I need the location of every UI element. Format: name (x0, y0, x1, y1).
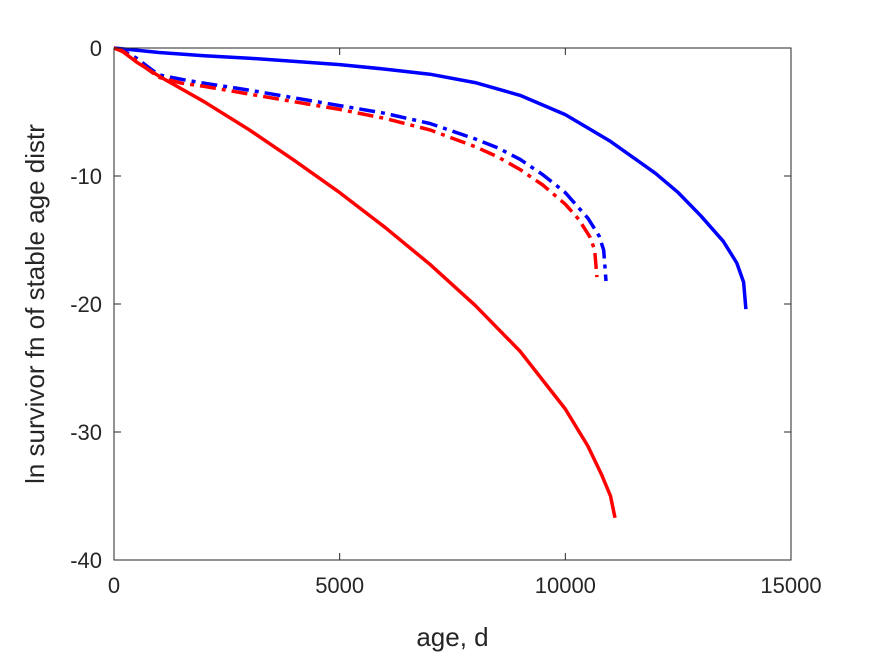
y-tick-label: -40 (70, 548, 102, 573)
y-tick-label: -10 (70, 164, 102, 189)
y-tick-label: -30 (70, 420, 102, 445)
x-axis-title: age, d (416, 622, 488, 652)
axis-layer: 0 5000 10000 15000 0 -10 -20 -30 -40 (70, 36, 821, 598)
series-line-1 (113, 46, 748, 310)
y-tick-label: 0 (90, 36, 102, 61)
plot-frame (113, 47, 792, 561)
x-tick-label: 10000 (535, 573, 596, 598)
y-axis-title: ln survivor fn of stable age distr (20, 124, 50, 484)
series-layer (113, 46, 748, 519)
series-line-2 (113, 46, 608, 282)
x-tick-label: 15000 (760, 573, 821, 598)
y-tick-label: -20 (70, 292, 102, 317)
series-line-4 (113, 46, 617, 519)
x-tick-label: 5000 (315, 573, 364, 598)
x-tick-label: 0 (108, 573, 120, 598)
